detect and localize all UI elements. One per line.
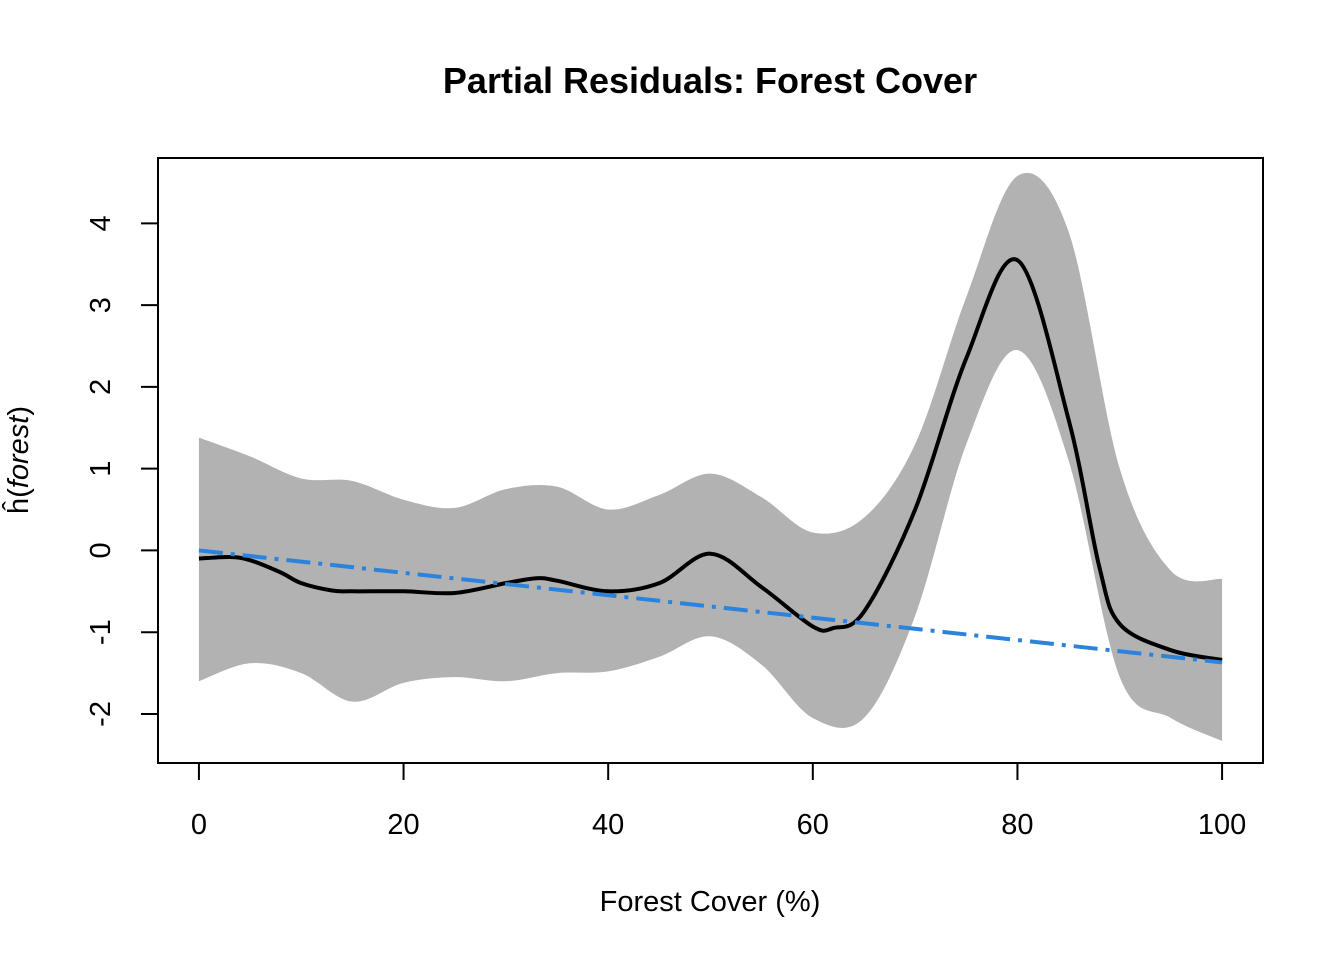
confidence-band [198,172,1223,741]
x-tick-label: 0 [191,809,207,841]
smooth-fit-line [198,257,1223,662]
y-tick-label: 3 [85,297,117,313]
y-axis-label-prefix: ĥ( [1,488,35,514]
y-axis-label-suffix: ) [3,406,35,416]
x-tick-label: 100 [1198,809,1246,841]
x-axis-label: Forest Cover (%) [600,886,821,918]
confidence-band-layer [198,172,1223,741]
y-axis: -2 -1 0 1 2 3 4 [85,215,159,727]
y-axis-label-variable: forest [3,414,35,488]
x-tick-label: 20 [387,809,419,841]
y-tick-label: 2 [85,379,117,395]
x-tick-label: 80 [1001,809,1033,841]
y-tick-label: -1 [85,619,117,645]
y-tick-label: 4 [85,215,117,231]
series-layer [198,257,1223,665]
x-axis: 0 20 40 60 80 100 [191,762,1246,841]
chart-title: Partial Residuals: Forest Cover [443,60,977,101]
x-tick-label: 40 [592,809,624,841]
y-tick-label: 0 [85,542,117,558]
y-axis-label: ĥ(forest) [1,406,35,514]
y-tick-label: 1 [85,461,117,477]
y-tick-label: -2 [85,701,117,727]
x-tick-label: 60 [797,809,829,841]
linear-fit-line [198,548,1223,665]
